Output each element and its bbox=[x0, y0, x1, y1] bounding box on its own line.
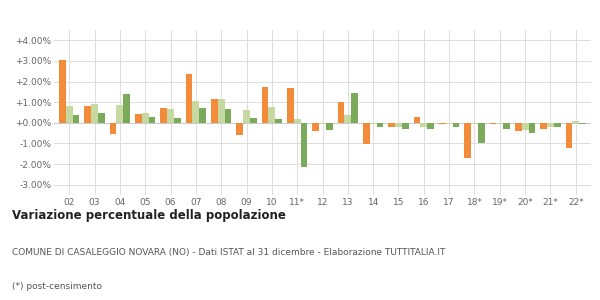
Bar bbox=[496, 123, 503, 124]
Text: COMUNE DI CASALEGGIO NOVARA (NO) - Dati ISTAT al 31 dicembre - Elaborazione TUTT: COMUNE DI CASALEGGIO NOVARA (NO) - Dati … bbox=[12, 248, 445, 256]
Bar bbox=[413, 117, 421, 123]
Text: Variazione percentuale della popolazione: Variazione percentuale della popolazione bbox=[12, 208, 286, 221]
Bar bbox=[294, 119, 301, 123]
Bar bbox=[515, 123, 522, 131]
Bar bbox=[224, 109, 232, 123]
Bar bbox=[579, 123, 586, 124]
Bar bbox=[478, 123, 485, 143]
Bar bbox=[446, 123, 452, 124]
Bar bbox=[287, 88, 294, 123]
Bar bbox=[160, 108, 167, 123]
Bar bbox=[301, 123, 307, 167]
Bar bbox=[59, 60, 66, 123]
Bar bbox=[167, 109, 174, 123]
Bar bbox=[312, 123, 319, 131]
Bar bbox=[275, 119, 282, 123]
Bar bbox=[522, 123, 529, 130]
Bar bbox=[268, 107, 275, 123]
Bar bbox=[370, 123, 377, 124]
Bar bbox=[243, 110, 250, 123]
Bar bbox=[149, 117, 155, 123]
Bar bbox=[395, 123, 402, 127]
Bar bbox=[402, 123, 409, 129]
Bar bbox=[185, 74, 193, 123]
Bar bbox=[236, 123, 243, 135]
Bar bbox=[84, 106, 91, 123]
Bar bbox=[123, 94, 130, 123]
Bar bbox=[572, 121, 579, 123]
Bar bbox=[326, 123, 333, 130]
Bar bbox=[547, 123, 554, 127]
Bar bbox=[199, 108, 206, 123]
Bar bbox=[338, 102, 344, 123]
Bar bbox=[503, 123, 510, 129]
Bar bbox=[388, 123, 395, 127]
Text: (*) post-censimento: (*) post-censimento bbox=[12, 282, 102, 291]
Bar bbox=[490, 123, 496, 124]
Bar bbox=[540, 123, 547, 129]
Bar bbox=[250, 118, 257, 123]
Bar bbox=[73, 115, 79, 123]
Bar bbox=[135, 113, 142, 123]
Bar bbox=[98, 112, 105, 123]
Bar bbox=[427, 123, 434, 129]
Bar bbox=[193, 100, 199, 123]
Bar bbox=[529, 123, 535, 133]
Bar bbox=[377, 123, 383, 127]
Bar bbox=[363, 123, 370, 145]
Bar bbox=[566, 123, 572, 148]
Bar bbox=[110, 123, 116, 134]
Bar bbox=[91, 104, 98, 123]
Bar bbox=[464, 123, 471, 158]
Bar bbox=[344, 115, 351, 123]
Bar bbox=[66, 106, 73, 123]
Bar bbox=[262, 87, 268, 123]
Bar bbox=[211, 99, 218, 123]
Bar bbox=[174, 118, 181, 123]
Bar bbox=[218, 99, 224, 123]
Bar bbox=[452, 123, 460, 127]
Legend: Casaleggio Novara, Provincia di NO, Piemonte: Casaleggio Novara, Provincia di NO, Piem… bbox=[173, 0, 472, 1]
Bar bbox=[554, 123, 561, 127]
Bar bbox=[319, 123, 326, 124]
Bar bbox=[471, 123, 478, 124]
Bar bbox=[142, 113, 149, 123]
Bar bbox=[421, 123, 427, 127]
Bar bbox=[351, 93, 358, 123]
Bar bbox=[439, 123, 446, 124]
Bar bbox=[116, 105, 123, 123]
